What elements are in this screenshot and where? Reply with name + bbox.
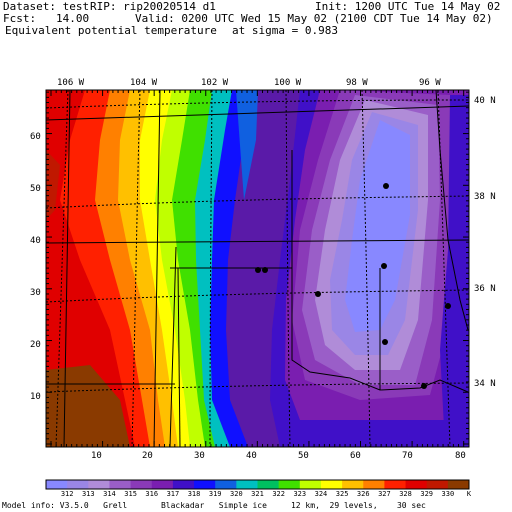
colorbar-value: 316 — [145, 490, 159, 498]
colorbar-swatch — [342, 480, 364, 489]
colorbar-swatch — [88, 480, 110, 489]
colorbar-value: 324 — [314, 490, 328, 498]
grid-x-tick: 50 — [298, 451, 309, 461]
colorbar-swatch — [215, 480, 237, 489]
header-init: Init: 1200 UTC Tue 14 May 02 — [315, 0, 501, 13]
colorbar-value: 320 — [230, 490, 243, 498]
colorbar-swatch — [130, 480, 153, 489]
lon-label-100w: 100 W — [274, 78, 302, 88]
lon-label-96w: 96 W — [419, 78, 441, 88]
lon-label-106w: 106 W — [57, 78, 85, 88]
grid-y-tick: 30 — [30, 288, 41, 298]
colorbar-swatch — [278, 480, 301, 489]
colorbar-swatch — [384, 480, 407, 489]
colorbar-value: 323 — [293, 490, 307, 498]
colorbar-swatch — [299, 480, 322, 489]
grid-x-tick: 20 — [142, 451, 153, 461]
grid-x-tick: 60 — [350, 451, 361, 461]
grid-x-tick: 40 — [246, 451, 257, 461]
colorbar-swatch — [46, 480, 68, 489]
lon-label-102w: 102 W — [201, 78, 229, 88]
colorbar-value: 322 — [272, 490, 285, 498]
colorbar-value: 312 — [60, 490, 74, 498]
colorbar-value: 313 — [81, 490, 95, 498]
colorbar-swatch — [67, 480, 89, 489]
lat-label-34n: 34 N — [474, 379, 496, 389]
city-markers — [255, 183, 451, 389]
header-level: at sigma = 0.983 — [232, 24, 338, 37]
colorbar-swatch — [151, 480, 174, 489]
colorbar-swatch — [363, 480, 385, 489]
header-valid: Valid: 0200 UTC Wed 15 May 02 (2100 CDT … — [135, 12, 493, 25]
colorbar-value: 318 — [187, 490, 201, 498]
colorbar-value: 319 — [208, 490, 222, 498]
contour-fill — [46, 90, 469, 447]
lat-label-40n: 40 N — [474, 96, 496, 106]
colorbar-value: 321 — [251, 490, 264, 498]
colorbar-swatch — [172, 480, 195, 489]
grid-x-tick: 30 — [194, 451, 205, 461]
colorbar-value: 329 — [420, 490, 434, 498]
colorbar-swatch — [236, 480, 258, 489]
header-field: Equivalent potential temperature — [5, 24, 217, 37]
colorbar — [45, 479, 470, 490]
colorbar-value: 328 — [399, 490, 412, 498]
lon-label-104w: 104 W — [130, 78, 158, 88]
grid-y-tick: 40 — [30, 236, 41, 246]
colorbar-value: 327 — [378, 490, 391, 498]
colorbar-swatch — [194, 480, 216, 489]
colorbar-swatch — [447, 480, 470, 489]
colorbar-value: 314 — [103, 490, 116, 498]
colorbar-outline — [45, 479, 470, 490]
lat-label-38n: 38 N — [474, 192, 496, 202]
colorbar-value: 330 — [441, 490, 455, 498]
colorbar-swatch — [405, 480, 428, 489]
grid-x-tick: 70 — [402, 451, 413, 461]
grid-y-tick: 60 — [30, 132, 41, 142]
colorbar-unit: K — [466, 490, 472, 498]
grid-y-tick: 10 — [30, 392, 41, 402]
header-dataset: Dataset: test — [3, 0, 90, 13]
colorbar-swatch — [320, 480, 343, 489]
grid-x-tick: 10 — [91, 451, 102, 461]
lon-label-98w: 98 W — [346, 78, 368, 88]
colorbar-value: 317 — [166, 490, 180, 498]
colorbar-swatch — [109, 480, 132, 489]
grid-y-tick: 50 — [30, 184, 41, 194]
grid-y-tick: 20 — [30, 340, 41, 350]
colorbar-value: 315 — [124, 490, 137, 498]
header-fcst: Fcst: 14.00 — [3, 12, 90, 25]
colorbar-swatch — [426, 480, 449, 489]
grid-x-tick: 80 — [455, 451, 466, 461]
header-rip: RIP: rip20020514 d1 — [90, 0, 216, 13]
footer-model-info: Model info: V3.5.0 Grell Blackadar Simpl… — [2, 501, 426, 510]
lat-label-36n: 36 N — [474, 284, 496, 294]
colorbar-swatch — [257, 480, 280, 489]
colorbar-value: 325 — [335, 490, 349, 498]
colorbar-value: 326 — [356, 490, 370, 498]
